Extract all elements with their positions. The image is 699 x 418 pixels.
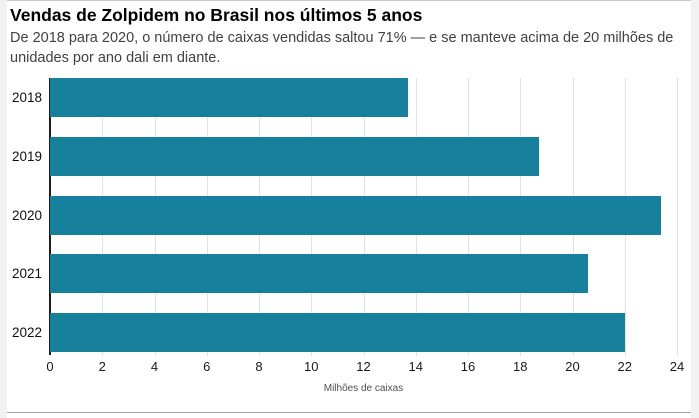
x-tick-label: 8 <box>255 359 263 374</box>
right-gutter <box>691 0 699 418</box>
x-tick-label: 24 <box>669 359 685 374</box>
bar <box>50 195 662 235</box>
x-tick-label: 4 <box>150 359 159 374</box>
bar-row: 2020 <box>12 195 677 235</box>
bar-row: 2022 <box>12 313 677 352</box>
category-label: 2020 <box>11 207 42 223</box>
left-gutter <box>0 0 7 418</box>
x-axis-ticks: 0 2 4 6 8 10 12 14 16 18 20 22 24 <box>46 357 684 375</box>
bar-row: 2021 <box>12 254 677 294</box>
top-divider <box>7 0 691 1</box>
bar-row: 2019 <box>12 136 677 176</box>
chart-plot-area: 2018 2019 2020 2021 2022 <box>12 78 678 356</box>
category-label: 2019 <box>11 148 42 164</box>
bar <box>50 78 408 117</box>
x-tick-label: 14 <box>408 359 423 374</box>
x-tick-label: 16 <box>460 359 476 374</box>
x-tick-label: 20 <box>565 359 580 374</box>
page-subtitle: De 2018 para 2020, o número de caixas ve… <box>10 30 674 66</box>
x-tick-label: 6 <box>203 359 211 374</box>
x-tick-label: 2 <box>98 359 106 374</box>
bar <box>50 313 625 352</box>
x-tick-label: 0 <box>46 359 54 374</box>
x-tick-label: 18 <box>513 359 528 374</box>
bar-row: 2018 <box>12 78 677 117</box>
category-label: 2018 <box>11 90 42 105</box>
x-tick-label: 10 <box>304 359 319 374</box>
bar <box>50 136 539 176</box>
grid-line <box>677 78 678 356</box>
bar-rows: 2018 2019 2020 2021 2022 <box>12 78 677 352</box>
x-tick-label: 12 <box>356 359 371 374</box>
x-tick-label: 22 <box>617 359 632 374</box>
page-title: Vendas de Zolpidem no Brasil nos últimos… <box>10 5 423 25</box>
bottom-divider <box>7 412 691 413</box>
bar <box>50 254 589 294</box>
category-label: 2021 <box>11 266 42 282</box>
x-axis-label: Milhões de caixas <box>323 383 404 394</box>
category-label: 2022 <box>11 325 42 340</box>
